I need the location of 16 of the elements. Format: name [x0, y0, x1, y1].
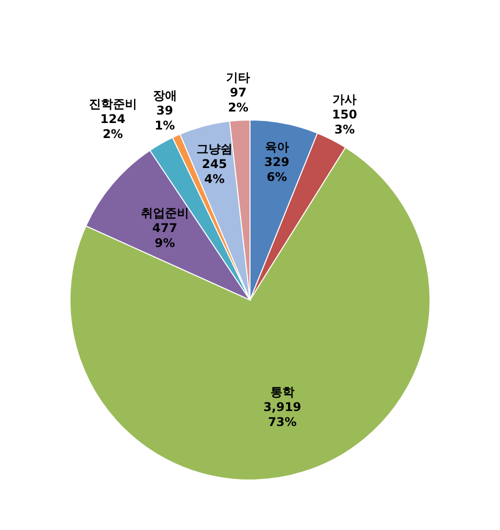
slice-label: 통학	[270, 384, 294, 399]
slice-label: 육아	[264, 140, 289, 154]
data-label: 3,919 73%	[263, 400, 302, 429]
data-label: 124 2%	[100, 112, 126, 142]
slice-label: 기타	[226, 70, 250, 84]
slice-label: 장애	[152, 88, 177, 102]
slice-label: 취업준비	[140, 206, 189, 220]
slice-label: 가사	[332, 92, 357, 107]
data-label: 245 4%	[202, 157, 227, 186]
data-label: 329 6%	[264, 155, 290, 184]
data-label: 477 9%	[152, 220, 178, 250]
slice-label: 진학준비	[88, 97, 137, 112]
slice-label: 그냥쉼	[196, 142, 232, 156]
data-label: 39 1%	[154, 103, 175, 132]
data-label: 97 2%	[228, 85, 248, 114]
data-label: 150 3%	[332, 108, 358, 137]
